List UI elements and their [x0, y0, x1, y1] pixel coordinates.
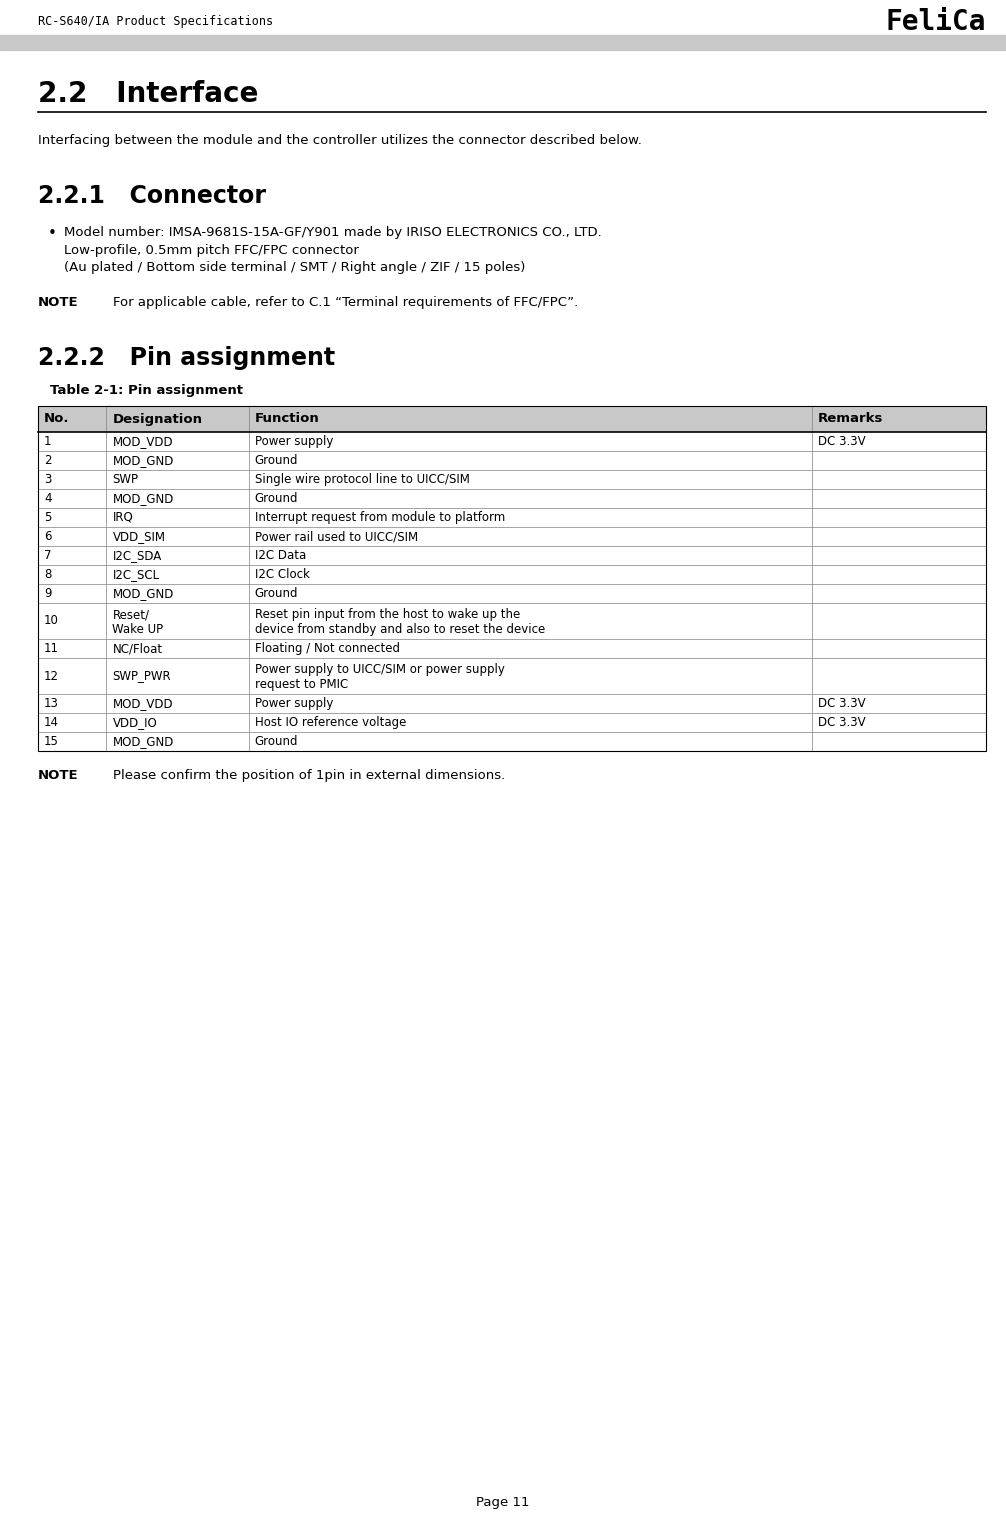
- Text: Reset/: Reset/: [113, 608, 150, 621]
- Text: FeliCa: FeliCa: [885, 8, 986, 37]
- Text: 1: 1: [44, 435, 51, 447]
- Text: NOTE: NOTE: [38, 296, 78, 308]
- Text: Model number: IMSA-9681S-15A-GF/Y901 made by IRISO ELECTRONICS CO., LTD.: Model number: IMSA-9681S-15A-GF/Y901 mad…: [64, 226, 602, 240]
- Text: MOD_GND: MOD_GND: [113, 586, 174, 600]
- Text: DC 3.3V: DC 3.3V: [818, 435, 866, 447]
- Text: SWP_PWR: SWP_PWR: [113, 669, 171, 683]
- Text: IRQ: IRQ: [113, 512, 133, 524]
- Text: I2C_SCL: I2C_SCL: [113, 568, 160, 580]
- Text: 12: 12: [44, 669, 59, 683]
- Text: Interfacing between the module and the controller utilizes the connector describ: Interfacing between the module and the c…: [38, 134, 642, 147]
- Text: Please confirm the position of 1pin in external dimensions.: Please confirm the position of 1pin in e…: [113, 770, 505, 782]
- Text: Ground: Ground: [255, 586, 298, 600]
- Text: Host IO reference voltage: Host IO reference voltage: [255, 716, 406, 728]
- Text: 14: 14: [44, 716, 59, 728]
- Text: SWP: SWP: [113, 473, 139, 486]
- Text: NC/Float: NC/Float: [113, 641, 163, 655]
- Text: Power supply: Power supply: [255, 435, 333, 447]
- Text: 9: 9: [44, 586, 51, 600]
- Text: 2.2.2   Pin assignment: 2.2.2 Pin assignment: [38, 347, 335, 370]
- Text: Ground: Ground: [255, 454, 298, 467]
- Text: 8: 8: [44, 568, 51, 580]
- Text: I2C Clock: I2C Clock: [255, 568, 310, 580]
- Text: (Au plated / Bottom side terminal / SMT / Right angle / ZIF / 15 poles): (Au plated / Bottom side terminal / SMT …: [64, 261, 525, 273]
- Text: RC-S640/IA Product Specifications: RC-S640/IA Product Specifications: [38, 15, 273, 29]
- Text: •: •: [48, 226, 57, 241]
- Bar: [0, 35, 1006, 50]
- Text: Wake UP: Wake UP: [113, 623, 164, 637]
- Bar: [38, 406, 986, 432]
- Text: Floating / Not connected: Floating / Not connected: [255, 641, 399, 655]
- Text: 4: 4: [44, 492, 51, 505]
- Text: Single wire protocol line to UICC/SIM: Single wire protocol line to UICC/SIM: [255, 473, 470, 486]
- Text: No.: No.: [44, 412, 69, 426]
- Text: device from standby and also to reset the device: device from standby and also to reset th…: [255, 623, 545, 637]
- Text: For applicable cable, refer to C.1 “Terminal requirements of FFC/FPC”.: For applicable cable, refer to C.1 “Term…: [113, 296, 578, 308]
- Text: Function: Function: [255, 412, 320, 426]
- Text: Power supply: Power supply: [255, 696, 333, 710]
- Text: DC 3.3V: DC 3.3V: [818, 696, 866, 710]
- Text: Table 2-1: Pin assignment: Table 2-1: Pin assignment: [50, 383, 243, 397]
- Text: 7: 7: [44, 550, 51, 562]
- Text: request to PMIC: request to PMIC: [255, 678, 348, 692]
- Text: 2: 2: [44, 454, 51, 467]
- Text: Ground: Ground: [255, 734, 298, 748]
- Text: Ground: Ground: [255, 492, 298, 505]
- Text: I2C Data: I2C Data: [255, 550, 306, 562]
- Text: Page 11: Page 11: [476, 1496, 530, 1509]
- Text: MOD_GND: MOD_GND: [113, 734, 174, 748]
- Bar: [38, 406, 986, 751]
- Text: NOTE: NOTE: [38, 770, 78, 782]
- Text: 2.2.1   Connector: 2.2.1 Connector: [38, 183, 266, 208]
- Text: 15: 15: [44, 734, 59, 748]
- Text: MOD_VDD: MOD_VDD: [113, 696, 173, 710]
- Text: Reset pin input from the host to wake up the: Reset pin input from the host to wake up…: [255, 608, 520, 621]
- Text: 6: 6: [44, 530, 51, 544]
- Text: Remarks: Remarks: [818, 412, 883, 426]
- Text: I2C_SDA: I2C_SDA: [113, 550, 162, 562]
- Text: DC 3.3V: DC 3.3V: [818, 716, 866, 728]
- Text: Designation: Designation: [113, 412, 202, 426]
- Text: MOD_GND: MOD_GND: [113, 454, 174, 467]
- Text: MOD_VDD: MOD_VDD: [113, 435, 173, 447]
- Text: VDD_SIM: VDD_SIM: [113, 530, 165, 544]
- Text: 13: 13: [44, 696, 59, 710]
- Text: Power rail used to UICC/SIM: Power rail used to UICC/SIM: [255, 530, 417, 544]
- Text: VDD_IO: VDD_IO: [113, 716, 157, 728]
- Text: 10: 10: [44, 614, 59, 628]
- Text: Power supply to UICC/SIM or power supply: Power supply to UICC/SIM or power supply: [255, 663, 505, 676]
- Text: 11: 11: [44, 641, 59, 655]
- Text: 5: 5: [44, 512, 51, 524]
- Text: 3: 3: [44, 473, 51, 486]
- Text: MOD_GND: MOD_GND: [113, 492, 174, 505]
- Text: Interrupt request from module to platform: Interrupt request from module to platfor…: [255, 512, 505, 524]
- Text: Low-profile, 0.5mm pitch FFC/FPC connector: Low-profile, 0.5mm pitch FFC/FPC connect…: [64, 244, 359, 257]
- Text: 2.2   Interface: 2.2 Interface: [38, 79, 259, 108]
